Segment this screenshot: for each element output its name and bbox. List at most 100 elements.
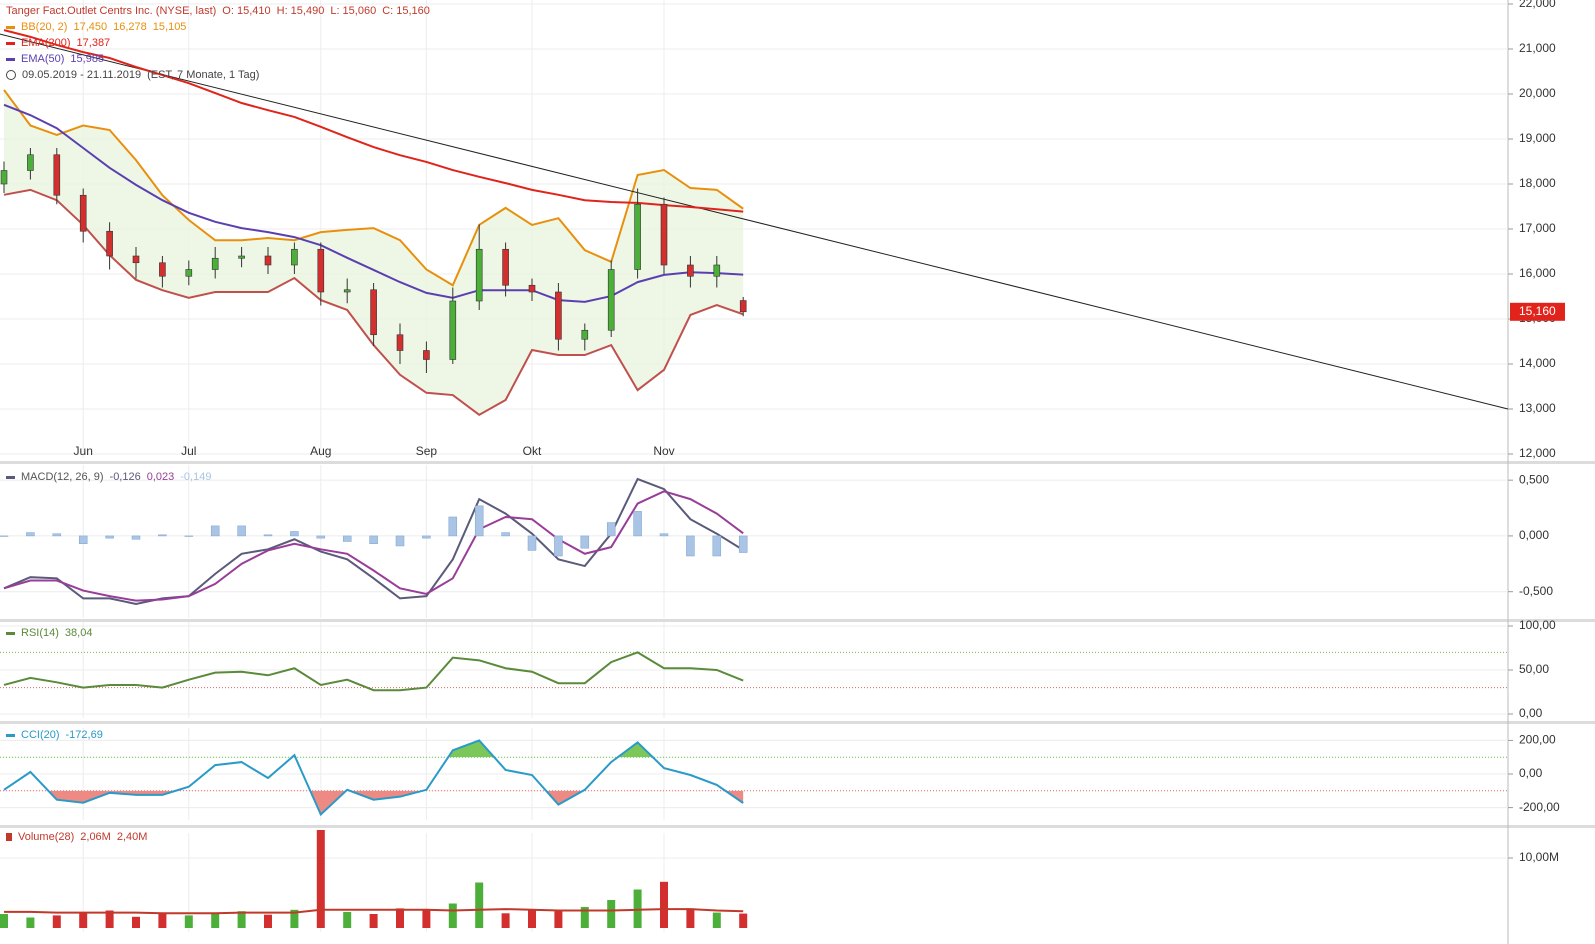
y-tick-label: 13,000: [1519, 401, 1556, 415]
bar: [660, 881, 668, 928]
rsi-legend: RSI(14) 38,04: [6, 627, 92, 639]
legend-value: -172,69: [65, 729, 103, 741]
x-tick-label: Jun: [74, 444, 93, 458]
legend-value: 17,387: [76, 37, 111, 49]
y-tick-label: 0,00: [1519, 706, 1543, 720]
bar: [422, 535, 431, 539]
y-tick-label: 16,000: [1519, 266, 1556, 280]
level-fill: [292, 740, 653, 758]
bar: [554, 535, 563, 557]
bar: [369, 535, 378, 544]
bar: [527, 535, 537, 551]
y-tick-label: 50,00: [1519, 662, 1549, 676]
bar: [633, 511, 642, 537]
last-price-label: 15,160: [1519, 304, 1556, 318]
bar: [369, 914, 378, 928]
candle-body: [238, 255, 245, 259]
legend-value: 17,450: [73, 21, 108, 33]
bar: [712, 912, 721, 928]
ema200-legend: EMA(200) 17,387: [6, 37, 110, 49]
bar: [448, 516, 458, 537]
bar: [606, 522, 616, 537]
period-note: (EST, 7 Monate, 1 Tag): [147, 69, 260, 81]
bar: [343, 911, 352, 928]
bar: [474, 505, 484, 537]
bar: [448, 903, 457, 928]
bar: [211, 912, 220, 928]
price-legend: Tanger Fact.Outlet Centrs Inc. (NYSE, la…: [6, 5, 430, 17]
series-line: [4, 908, 744, 915]
x-tick-label: Nov: [653, 444, 674, 458]
legend-value: -0,149: [180, 471, 212, 483]
y-tick-label: 100,00: [1519, 618, 1556, 632]
bar: [52, 533, 62, 537]
bar: [580, 907, 589, 928]
ema50-legend: EMA(50) 15,985: [6, 53, 104, 65]
series-line: [3, 29, 744, 213]
y-tick-label: 21,000: [1519, 41, 1556, 55]
candle-body: [53, 154, 61, 196]
y-tick-label: 19,000: [1519, 131, 1556, 145]
bar: [158, 914, 167, 928]
series-line: [3, 739, 744, 817]
candle-body: [291, 248, 298, 266]
x-tick-label: Sep: [416, 444, 438, 458]
candle-body: [687, 264, 694, 277]
bar: [105, 535, 114, 539]
x-tick-label: Aug: [310, 444, 331, 458]
legend-value: -0,126: [109, 471, 141, 483]
cci-legend: CCI(20) -172,69: [6, 729, 103, 741]
bar: [501, 532, 510, 537]
x-tick-label: Okt: [523, 444, 542, 458]
volume-legend: Volume(28) 2,06M 2,40M: [6, 831, 147, 843]
candle-body: [27, 154, 34, 171]
series-line: [3, 651, 744, 692]
bar: [316, 830, 325, 928]
quote: O: 15,410: [222, 5, 271, 17]
level-fill: [4, 790, 744, 815]
candle-body: [423, 350, 430, 360]
macd-legend: MACD(12, 26, 9) -0,126 0,023 -0,149: [6, 471, 211, 483]
bar: [739, 913, 748, 928]
legend-name: MACD(12, 26, 9): [21, 471, 104, 483]
y-tick-label: 0,500: [1519, 472, 1549, 486]
bar: [607, 900, 616, 928]
y-tick-label: 10,00M: [1519, 850, 1559, 864]
bar: [184, 535, 194, 537]
bar: [395, 535, 405, 547]
band-upper: [3, 89, 744, 287]
series-line: [3, 490, 744, 602]
quote: H: 15,490: [276, 5, 325, 17]
y-tick-label: 200,00: [1519, 733, 1556, 747]
bar: [105, 910, 114, 928]
trend-line: [0, 33, 1509, 410]
panel-separator: [0, 619, 1595, 622]
bar: [528, 909, 536, 928]
panel-separator: [0, 825, 1595, 828]
bar: [237, 911, 246, 928]
y-tick-label: 22,000: [1519, 0, 1556, 10]
title: Tanger Fact.Outlet Centrs Inc. (NYSE, la…: [6, 5, 217, 17]
period: 09.05.2019 - 21.11.2019: [22, 69, 142, 81]
candle-body: [264, 255, 272, 266]
candle-body: [475, 248, 483, 302]
series-line: [3, 477, 744, 605]
y-tick-label: -0,500: [1519, 584, 1553, 598]
bb-legend: BB(20, 2) 17,450 16,278 15,105: [6, 21, 186, 33]
bar: [290, 531, 299, 537]
candle-body: [343, 289, 351, 293]
last-price-box: [1510, 302, 1565, 321]
legend-value: 2,06M: [80, 831, 111, 843]
candle-body: [581, 329, 589, 340]
panel-separator: [0, 461, 1595, 464]
candle-body: [370, 289, 377, 336]
y-tick-label: -200,00: [1519, 800, 1560, 814]
legend-name: Volume(28): [18, 831, 75, 843]
candle-body: [185, 269, 193, 277]
legend-value: 0,023: [146, 471, 175, 483]
panel-separator: [0, 721, 1595, 724]
legend-value: 2,40M: [116, 831, 148, 843]
candle-body: [634, 203, 641, 270]
